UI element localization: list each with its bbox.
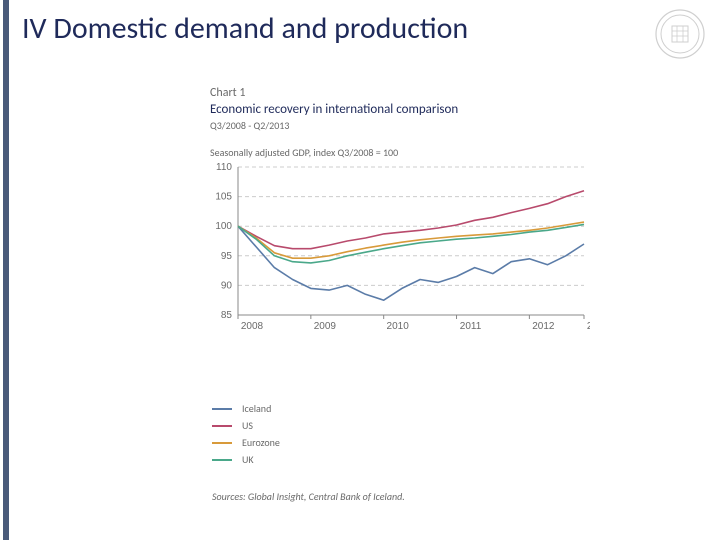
legend-swatch [212,442,232,444]
legend-item: US [212,417,280,434]
chart-title: Economic recovery in international compa… [210,102,620,117]
chart-plot-area: 85 90 95 100 105 110 2008 2009 2010 2011 2012 2013 [210,163,590,333]
svg-text:2011: 2011 [460,321,482,332]
chart-sources: Sources: Global Insight, Central Bank of… [212,490,405,503]
svg-text:95: 95 [221,251,233,262]
legend-label: Iceland [242,402,271,415]
slide-left-accent [3,0,9,540]
chart-y-axis-label: Seasonally adjusted GDP, index Q3/2008 =… [210,146,620,159]
legend-label: US [242,419,253,432]
legend-label: UK [242,453,254,466]
svg-text:105: 105 [215,192,232,203]
svg-text:110: 110 [216,163,232,173]
legend-swatch [212,408,232,410]
svg-text:2012: 2012 [532,321,555,332]
svg-text:2009: 2009 [314,321,337,332]
legend-swatch [212,425,232,427]
svg-text:2010: 2010 [387,321,410,332]
organisation-seal-icon [654,8,706,60]
svg-text:100: 100 [215,221,232,232]
chart-legend: Iceland US Eurozone UK [212,400,280,468]
chart-container: Chart 1 Economic recovery in internation… [210,86,620,333]
svg-text:2013: 2013 [587,321,590,332]
legend-item: Eurozone [212,434,280,451]
chart-subtitle: Q3/2008 - Q2/2013 [210,119,620,132]
svg-text:2008: 2008 [241,321,264,332]
legend-swatch [212,459,232,461]
legend-label: Eurozone [242,436,280,449]
svg-text:85: 85 [221,310,233,321]
slide-title: IV Domestic demand and production [22,10,468,47]
chart-number-label: Chart 1 [210,86,620,100]
legend-item: Iceland [212,400,280,417]
legend-item: UK [212,451,280,468]
svg-text:90: 90 [221,280,233,291]
